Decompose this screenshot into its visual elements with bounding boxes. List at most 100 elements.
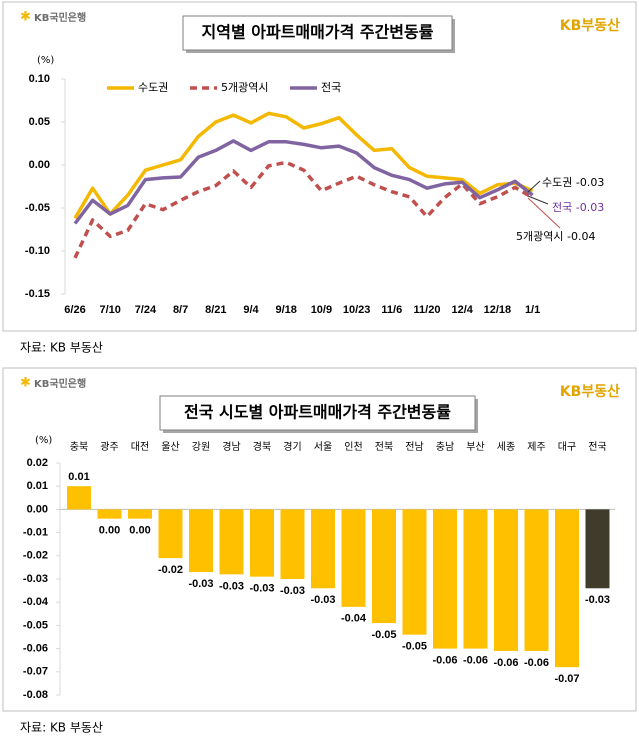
value-label: 0.00 [99, 525, 120, 537]
y-tick-label: -0.15 [25, 288, 50, 300]
value-label: -0.03 [310, 594, 335, 606]
legend-label: 전국 [321, 81, 341, 94]
bar [494, 509, 518, 651]
x-tick-label: 10/23 [343, 304, 371, 316]
annotation: 수도권 -0.03 [542, 176, 604, 189]
annotation: 전국 -0.03 [552, 201, 604, 214]
logo-star: ✱ [20, 376, 31, 391]
annotation: 5개광역시 -0.04 [516, 230, 595, 243]
y-tick-label: -0.04 [23, 596, 49, 608]
y-tick-label: 0.10 [29, 73, 50, 85]
series-line [73, 160, 534, 259]
annotation-leader [527, 197, 561, 229]
x-tick-label: 7/24 [135, 304, 157, 316]
bar [280, 509, 305, 579]
source: 자료: KB 부동산 [20, 341, 103, 355]
x-tick-label: 전북 [375, 441, 393, 453]
bar [67, 486, 91, 510]
value-label: -0.02 [158, 564, 183, 576]
bar [372, 509, 396, 624]
bar [402, 509, 427, 635]
series-line [73, 111, 534, 220]
x-tick-label: 강원 [192, 441, 210, 453]
bar [97, 509, 122, 519]
brand-logo: KB부동산 [560, 17, 620, 34]
x-tick-label: 9/18 [275, 304, 296, 316]
value-label: 0.01 [68, 471, 89, 483]
value-label: 0.00 [129, 525, 150, 537]
x-tick-label: 9/4 [243, 304, 259, 316]
y-tick-label: -0.03 [23, 573, 48, 585]
annotation-leader [527, 195, 549, 205]
y-tick-label: 0.01 [27, 480, 48, 492]
value-label: -0.06 [463, 655, 488, 667]
bar [219, 509, 244, 575]
value-label: -0.05 [402, 641, 427, 653]
x-tick-label: 충남 [436, 441, 454, 453]
x-tick-label: 세종 [497, 441, 515, 453]
x-tick-label: 광주 [100, 441, 118, 453]
value-label: -0.03 [219, 580, 244, 592]
source: 자료: KB 부동산 [20, 721, 103, 735]
x-tick-label: 울산 [161, 441, 179, 453]
value-label: -0.03 [585, 594, 610, 606]
chart-title: 지역별 아파트매매가격 주간변동률 [202, 23, 434, 42]
x-tick-label: 1/1 [525, 304, 540, 316]
y-tick-label: 0.00 [27, 503, 48, 515]
bar [341, 509, 366, 607]
bar [524, 509, 549, 651]
y-tick-label: -0.05 [25, 202, 50, 214]
value-label: -0.06 [432, 655, 457, 667]
bar [250, 509, 274, 577]
bar [189, 509, 213, 573]
y-unit: (%) [37, 55, 54, 66]
x-tick-label: 대전 [131, 441, 149, 453]
bar [158, 509, 183, 559]
y-tick-label: -0.10 [25, 245, 50, 257]
x-tick-label: 8/21 [205, 304, 226, 316]
x-tick-label: 8/7 [173, 304, 188, 316]
value-label: -0.04 [341, 613, 367, 625]
logo-star: ✱ [20, 10, 31, 25]
y-tick-label: 0.02 [27, 457, 48, 469]
chart-frame [2, 1, 637, 332]
bar [128, 509, 152, 519]
value-label: -0.03 [280, 585, 305, 597]
annotation-leader [527, 180, 541, 193]
x-tick-label: 11/20 [414, 304, 441, 316]
x-tick-label: 서울 [314, 441, 332, 453]
x-tick-label: 6/26 [64, 304, 85, 316]
y-tick-label: -0.06 [23, 643, 48, 655]
chart-title: 전국 시도별 아파트매매가격 주간변동률 [184, 403, 451, 422]
bank-logo: KB국민은행 [34, 11, 86, 24]
y-unit: (%) [35, 435, 52, 446]
x-tick-label: 7/10 [99, 304, 120, 316]
x-tick-label: 11/6 [381, 304, 402, 316]
x-tick-label: 부산 [466, 441, 484, 453]
y-tick-label: 0.05 [29, 116, 50, 128]
x-tick-label: 제주 [527, 441, 545, 453]
x-tick-label: 경남 [222, 440, 240, 453]
legend-label: 5개광역시 [221, 81, 268, 94]
value-label: -0.03 [249, 583, 274, 595]
value-label: -0.03 [188, 578, 213, 590]
y-tick-label: -0.05 [23, 619, 48, 631]
value-label: -0.06 [524, 657, 549, 669]
y-tick-label: -0.07 [23, 666, 48, 678]
bar [433, 509, 457, 649]
y-tick-label: -0.02 [23, 550, 48, 562]
y-tick-label: 0.00 [29, 159, 50, 171]
bar [463, 509, 488, 649]
x-tick-label: 인천 [344, 441, 362, 453]
x-tick-label: 전남 [405, 441, 423, 453]
bank-logo: KB국민은행 [34, 377, 86, 390]
value-label: -0.06 [493, 657, 518, 669]
value-label: -0.07 [554, 673, 579, 685]
y-tick-label: -0.01 [23, 527, 48, 539]
x-tick-label: 12/18 [484, 304, 512, 316]
series-line [73, 139, 534, 225]
value-label: -0.05 [371, 629, 396, 641]
bar [555, 509, 579, 668]
x-tick-label: 전국 [588, 441, 606, 453]
